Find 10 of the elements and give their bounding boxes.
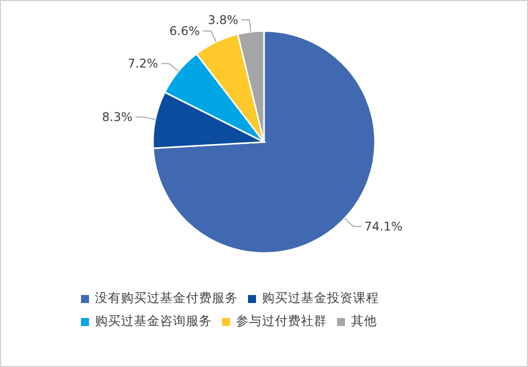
data-label: 8.3% bbox=[102, 110, 133, 124]
legend-label: 没有购买过基金付费服务 bbox=[95, 290, 238, 307]
legend-label: 其他 bbox=[351, 313, 377, 330]
legend-label: 参与过付费社群 bbox=[236, 313, 327, 330]
data-label: 3.8% bbox=[208, 12, 238, 27]
data-label: 74.1% bbox=[364, 219, 403, 234]
legend-label: 购买过基金投资课程 bbox=[262, 290, 379, 307]
legend-label: 购买过基金咨询服务 bbox=[95, 313, 212, 330]
data-label: 6.6% bbox=[169, 24, 200, 38]
data-label: 7.2% bbox=[128, 56, 158, 71]
